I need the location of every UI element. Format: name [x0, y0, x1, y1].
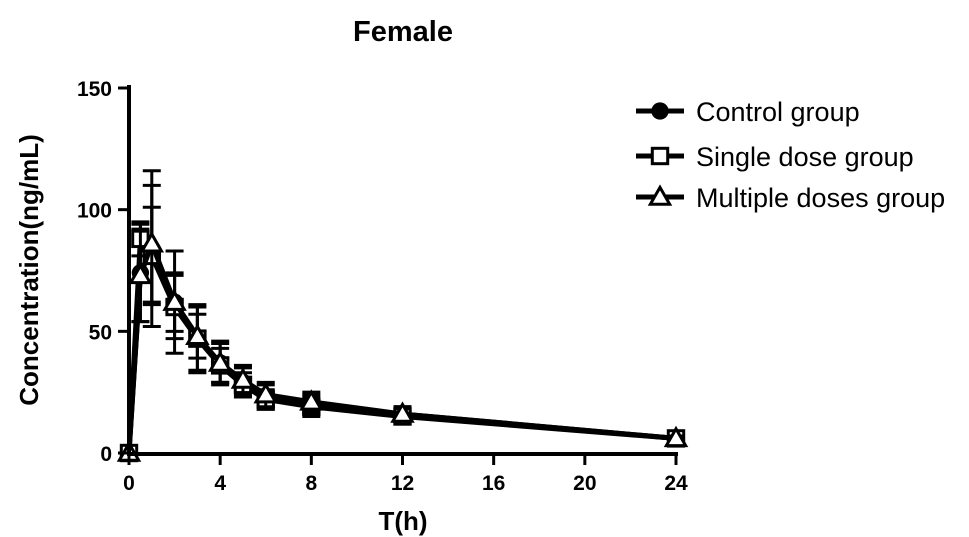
data-point — [139, 231, 165, 253]
legend-marker — [647, 184, 673, 206]
data-point — [390, 401, 415, 423]
data-point — [207, 350, 233, 372]
legend-item: Single dose group — [636, 142, 914, 172]
x-tick-label: 4 — [214, 472, 226, 495]
data-point — [185, 323, 210, 345]
legend-label: Single dose group — [696, 142, 914, 172]
y-tick-label: 50 — [89, 321, 112, 344]
series-2 — [116, 183, 689, 462]
x-tick-label: 16 — [482, 472, 505, 495]
y-tick-label: 0 — [100, 443, 112, 466]
legend-item: Control group — [636, 97, 860, 127]
data-point — [299, 389, 324, 411]
plot-area: 0 4 8 12 16 20 24 0 50 100 150 — [77, 78, 689, 495]
y-ticks: 0 50 100 150 — [77, 78, 129, 466]
data-point — [230, 367, 256, 389]
data-point — [663, 425, 689, 448]
chart-title: Female — [353, 16, 453, 48]
legend-item: Multiple doses group — [636, 183, 945, 213]
legend-marker — [651, 102, 669, 120]
x-tick-label: 0 — [123, 472, 135, 495]
legend-label: Control group — [696, 97, 860, 127]
y-tick-label: 100 — [77, 200, 112, 223]
data-point — [128, 262, 153, 285]
y-axis-label: Concentration(ng/mL) — [14, 134, 44, 406]
x-tick-label: 8 — [305, 472, 317, 495]
x-tick-label: 20 — [573, 472, 596, 495]
x-tick-label: 12 — [391, 472, 414, 495]
legend-label: Multiple doses group — [696, 183, 945, 213]
legend-marker — [650, 146, 670, 166]
data-point — [162, 289, 187, 311]
series-layer — [116, 169, 689, 463]
x-tick-label: 24 — [664, 472, 688, 495]
y-tick-label: 150 — [77, 78, 112, 101]
legend: Control group Single dose group Multiple d… — [636, 97, 945, 213]
x-axis-label: T(h) — [378, 506, 427, 536]
x-ticks: 0 4 8 12 16 20 24 — [123, 454, 688, 495]
data-point — [253, 381, 278, 404]
